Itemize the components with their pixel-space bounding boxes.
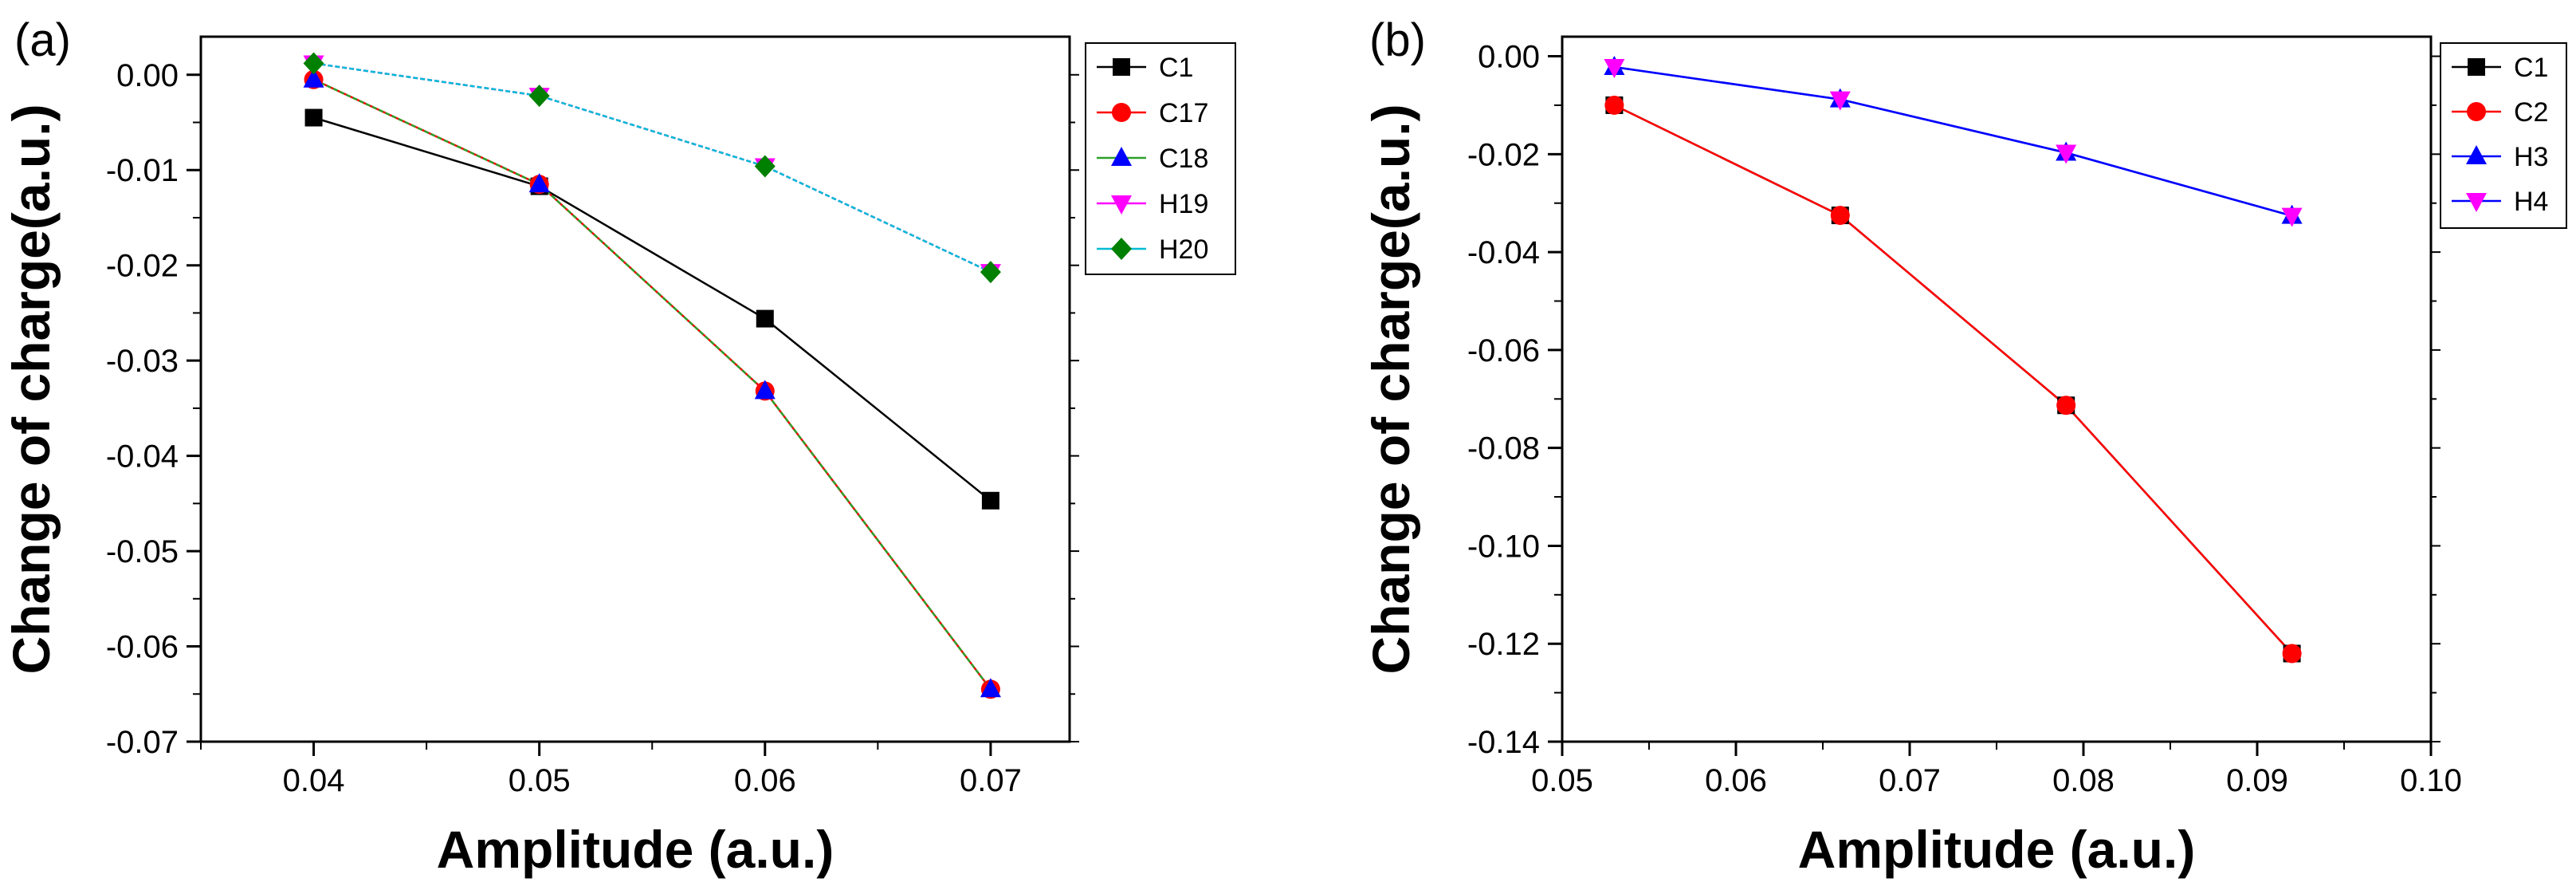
- legend-label-c1: C1: [2514, 53, 2548, 83]
- y-tick-label: -0.14: [1467, 725, 1540, 760]
- series-line-c17: [313, 78, 992, 691]
- legend-marker-c1: [1113, 58, 1130, 76]
- ticks-a: 0.04 0.05 0.06 0.07 0.00 -0.01 -0.02 -0.03 -0.04…: [106, 58, 1079, 798]
- y-axis-title-a: Change of charge(a.u.): [2, 104, 61, 674]
- legend-marker-h19: [1111, 195, 1132, 215]
- data-point-c18: [303, 68, 324, 88]
- y-tick-label: -0.07: [106, 725, 179, 760]
- panel-label-a: (a): [14, 14, 71, 66]
- legend-label-c2: C2: [2514, 97, 2548, 128]
- series-line-h19: [313, 62, 992, 274]
- y-tick-label: -0.02: [106, 249, 179, 284]
- chart-panel-a: (a) 0.04 0.05 0.06 0.07 0.00 -0.01 -0.02 -0.03 -…: [2, 14, 1236, 879]
- data-point-h4: [1829, 91, 1851, 111]
- series-line-c2: [1613, 104, 2293, 655]
- chart-panel-b: (b) 0.05 0.06 0.07 0.08 0.09 0.10 0.00 -0.02 -0.…: [1361, 14, 2567, 879]
- plot-frame-a: [199, 35, 1071, 743]
- y-tick-label: -0.04: [1467, 235, 1540, 270]
- y-tick-label: 0.00: [1478, 40, 1540, 75]
- data-point-h20: [754, 155, 776, 178]
- legend-label-h4: H4: [2514, 187, 2548, 217]
- series-lines-b: [1613, 65, 2293, 655]
- data-point-c1: [981, 491, 999, 510]
- legend-label-c18: C18: [1159, 144, 1208, 174]
- y-tick-label: -0.02: [1467, 137, 1540, 172]
- data-point-c18: [980, 678, 1001, 698]
- y-tick-label: -0.12: [1467, 627, 1540, 662]
- legend-label-c17: C17: [1159, 98, 1208, 128]
- series-line-c18: [313, 78, 992, 691]
- legend-label-h19: H19: [1159, 189, 1208, 219]
- x-tick-label: 0.06: [734, 763, 796, 798]
- series-line-h3: [1614, 65, 2292, 217]
- x-tick-label: 0.04: [283, 763, 345, 798]
- legend-marker-h4: [2466, 193, 2487, 212]
- x-tick-label: 0.10: [2400, 763, 2462, 798]
- y-tick-label: -0.04: [106, 439, 179, 475]
- y-tick-label: -0.03: [106, 344, 179, 379]
- data-point-h4: [1604, 59, 1625, 79]
- x-axis-title-b: Amplitude (a.u.): [1798, 820, 2196, 879]
- y-axis-title-b: Change of charge(a.u.): [1361, 104, 1420, 674]
- legend-label-h3: H3: [2514, 142, 2548, 172]
- legend-box-b: [2440, 42, 2567, 229]
- series-markers-b: [1604, 56, 2303, 664]
- series-line-h4: [1614, 65, 2292, 217]
- data-point-c18: [754, 380, 776, 400]
- data-point-h20: [528, 85, 550, 108]
- x-tick-label: 0.09: [2226, 763, 2288, 798]
- data-point-h4: [2056, 144, 2077, 164]
- y-tick-label: -0.05: [106, 534, 179, 569]
- legend-b: C1 C2 H3 H4: [2440, 42, 2567, 229]
- x-tick-label: 0.05: [1531, 763, 1593, 798]
- x-tick-label: 0.07: [1879, 763, 1941, 798]
- legend-label-c1: C1: [1159, 53, 1193, 83]
- data-point-h20: [303, 52, 324, 75]
- data-point-c1: [756, 309, 774, 328]
- legend-label-h20: H20: [1159, 234, 1208, 265]
- series-markers-a: [303, 52, 1001, 699]
- legend-marker-h20: [1111, 238, 1132, 260]
- series-line-h20: [313, 62, 992, 274]
- y-tick-label: 0.00: [116, 58, 179, 93]
- y-tick-label: -0.06: [1467, 333, 1540, 368]
- panel-label-b: (b): [1369, 14, 1426, 66]
- series-lines-a: [313, 62, 992, 691]
- data-point-h4: [2281, 207, 2303, 227]
- legend-marker-c2: [2467, 102, 2486, 121]
- x-axis-title-a: Amplitude (a.u.): [437, 820, 834, 879]
- data-point-c2: [2056, 396, 2076, 415]
- x-tick-label: 0.05: [509, 763, 571, 798]
- data-point-c2: [1830, 206, 1850, 226]
- legend-marker-h3: [2466, 145, 2487, 164]
- series-line-c1: [313, 116, 992, 502]
- legend-marker-c18: [1111, 147, 1132, 166]
- legend-marker-c1: [2468, 58, 2485, 76]
- x-tick-label: 0.06: [1705, 763, 1767, 798]
- data-point-c18: [528, 173, 550, 193]
- data-point-c1: [304, 108, 323, 127]
- data-point-h20: [980, 261, 1001, 284]
- x-tick-label: 0.08: [2052, 763, 2115, 798]
- data-point-c2: [1604, 95, 1624, 115]
- legend-a: C1 C17 C18 H19 H20: [1085, 42, 1236, 275]
- y-tick-label: -0.06: [106, 630, 179, 665]
- data-point-c2: [2282, 644, 2302, 664]
- y-tick-label: -0.01: [106, 153, 179, 188]
- legend-marker-c17: [1112, 103, 1131, 122]
- y-tick-label: -0.08: [1467, 431, 1540, 467]
- y-tick-label: -0.10: [1467, 529, 1540, 564]
- x-tick-label: 0.07: [960, 763, 1022, 798]
- ticks-b: 0.05 0.06 0.07 0.08 0.09 0.10 0.00 -0.02 -0.04 -0…: [1467, 40, 2462, 798]
